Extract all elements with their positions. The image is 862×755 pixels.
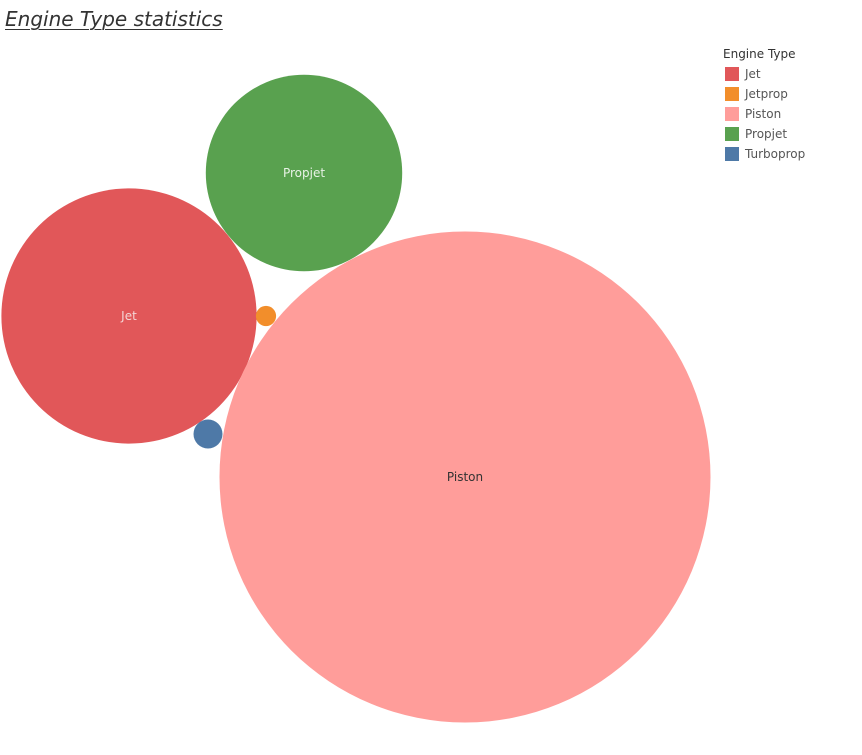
legend-item-propjet[interactable]: Propjet [723,124,853,144]
legend-label: Piston [745,107,782,121]
bubble-turboprop[interactable] [193,419,223,449]
legend-item-jet[interactable]: Jet [723,64,853,84]
legend-swatch [725,127,739,141]
legend-item-piston[interactable]: Piston [723,104,853,124]
bubble-label-propjet: Propjet [283,166,325,180]
legend: Engine Type Jet Jetprop Piston Propjet T… [723,47,853,164]
legend-label: Jetprop [745,87,788,101]
bubble-label-jet: Jet [120,309,137,323]
bubble-propjet[interactable] [205,74,403,272]
bubble-jet[interactable] [1,188,257,444]
bubble-jetprop[interactable] [255,305,277,327]
legend-swatch [725,87,739,101]
legend-title: Engine Type [723,47,796,61]
legend-label: Turboprop [745,147,806,161]
legend-label: Jet [745,67,761,81]
bubble-piston[interactable] [219,231,711,723]
legend-item-turboprop[interactable]: Turboprop [723,144,853,164]
bubble-label-piston: Piston [447,470,483,484]
legend-label: Propjet [745,127,788,141]
legend-item-jetprop[interactable]: Jetprop [723,84,853,104]
legend-swatch [725,67,739,81]
legend-swatch [725,147,739,161]
legend-swatch [725,107,739,121]
chart-title: Engine Type statistics [5,7,223,31]
